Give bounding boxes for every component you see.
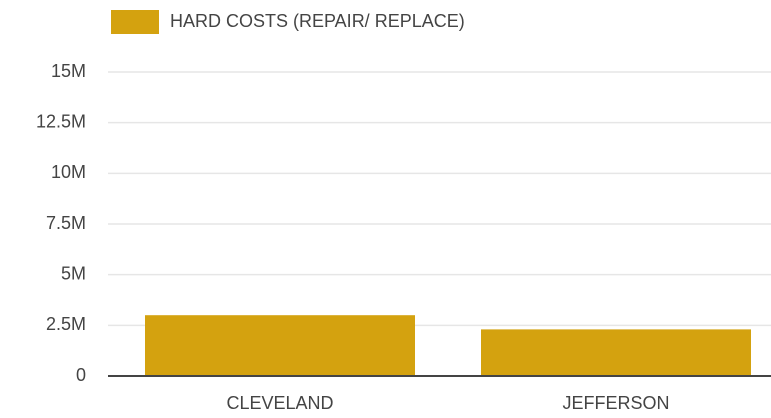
y-tick-label: 0 [76,365,86,385]
y-tick-label: 12.5M [36,111,86,131]
legend-swatch [111,10,159,34]
y-tick-label: 7.5M [46,213,86,233]
bar [145,315,415,376]
x-tick-label: CLEVELAND [226,393,333,413]
y-tick-label: 15M [51,61,86,81]
legend-label: HARD COSTS (REPAIR/ REPLACE) [170,11,465,31]
y-tick-label: 5M [61,263,86,283]
y-tick-label: 2.5M [46,314,86,334]
x-tick-label: JEFFERSON [562,393,669,413]
bar [481,329,751,376]
y-tick-label: 10M [51,162,86,182]
